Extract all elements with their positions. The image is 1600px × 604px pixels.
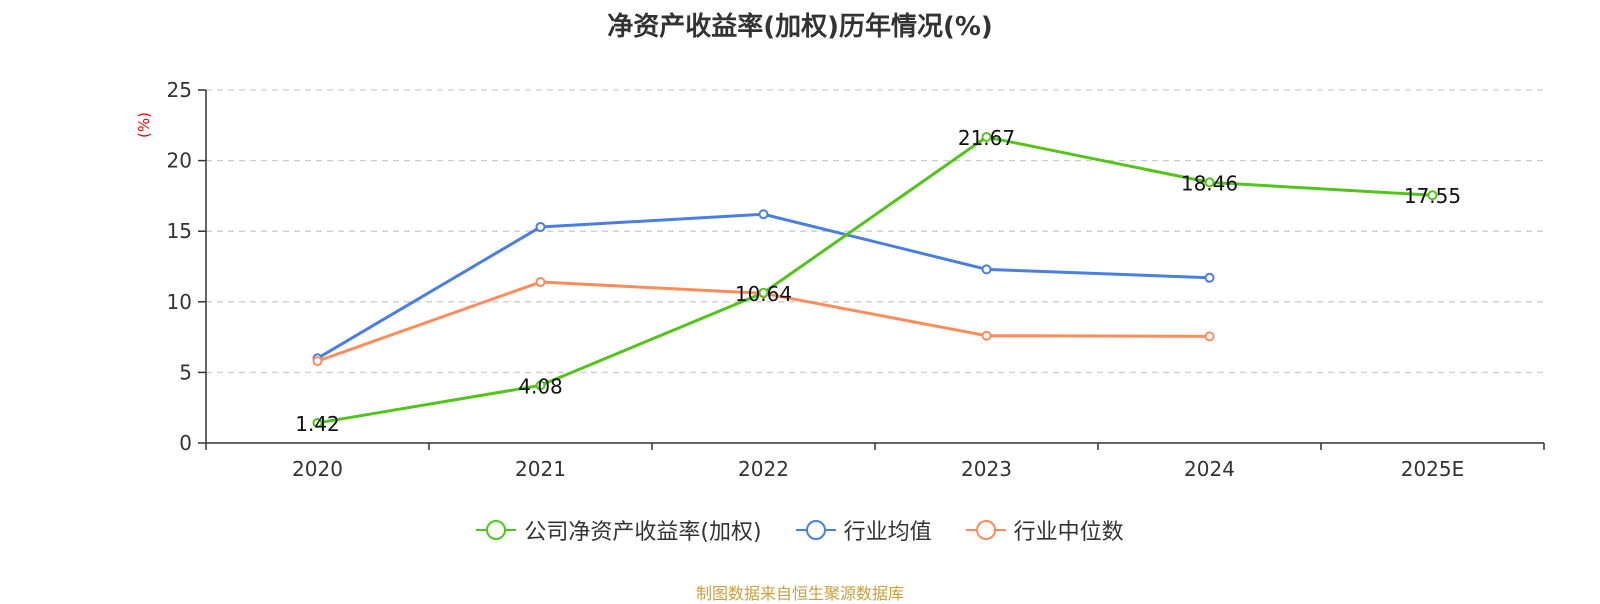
- legend-line-circle-icon: [965, 519, 1006, 541]
- data-point: [1204, 177, 1215, 188]
- data-point: [981, 264, 992, 275]
- data-point: [981, 132, 992, 143]
- legend-label: 行业中位数: [1013, 520, 1124, 545]
- legend-item-company[interactable]: 公司净资产收益率(加权): [476, 514, 762, 546]
- data-point: [758, 287, 769, 298]
- data-point: [758, 209, 769, 220]
- data-label: 18.46: [1181, 171, 1238, 195]
- y-tick-label: 5: [179, 360, 192, 384]
- legend: 公司净资产收益率(加权) 行业均值 行业中位数: [0, 514, 1600, 546]
- data-point: [1204, 331, 1215, 342]
- y-tick-label: 0: [179, 431, 192, 455]
- data-point: [312, 356, 323, 367]
- legend-line-circle-icon: [476, 519, 517, 541]
- data-label: 10.64: [735, 282, 792, 306]
- data-label: 17.55: [1404, 184, 1461, 208]
- y-tick-label: 10: [167, 290, 192, 314]
- data-label: 21.67: [958, 126, 1015, 150]
- data-point: [535, 277, 546, 288]
- data-label: 1.42: [295, 412, 340, 436]
- y-axis-unit-label: (%): [135, 112, 153, 138]
- x-tick-label: 2020: [292, 457, 343, 481]
- x-tick-label: 2025E: [1401, 457, 1465, 481]
- data-labels: 1.42 4.08 10.64 21.67 18.46 17.55: [295, 126, 1461, 436]
- series-line-company: [317, 135, 1433, 425]
- grid-lines: [206, 89, 1544, 374]
- y-tick-label: 20: [167, 149, 192, 173]
- x-tick-label: 2022: [738, 457, 789, 481]
- legend-label: 行业均值: [843, 520, 932, 545]
- axes: 0 5 10 15 20 25 2020 2021 2022 2023 2024 2025E: [167, 78, 1545, 481]
- y-tick-label: 25: [167, 78, 192, 102]
- chart-title: 净资产收益率(加权)历年情况(%): [607, 12, 993, 42]
- legend-label: 公司净资产收益率(加权): [524, 520, 762, 545]
- series-lines: [312, 132, 1438, 428]
- data-point: [981, 330, 992, 341]
- data-point: [312, 417, 323, 428]
- data-point: [1427, 190, 1438, 201]
- data-source-note: 制图数据来自恒生聚源数据库: [695, 584, 904, 603]
- y-tick-label: 15: [167, 219, 192, 243]
- x-tick-label: 2021: [515, 457, 566, 481]
- x-tick-label: 2023: [961, 457, 1012, 481]
- x-tick-label: 2024: [1184, 457, 1235, 481]
- legend-line-circle-icon: [795, 519, 836, 541]
- legend-item-industry-average[interactable]: 行业均值: [795, 514, 932, 546]
- data-label: 4.08: [518, 374, 563, 398]
- data-point: [1204, 272, 1215, 283]
- legend-item-industry-median[interactable]: 行业中位数: [965, 514, 1124, 546]
- data-point: [535, 221, 546, 232]
- data-point: [535, 380, 546, 391]
